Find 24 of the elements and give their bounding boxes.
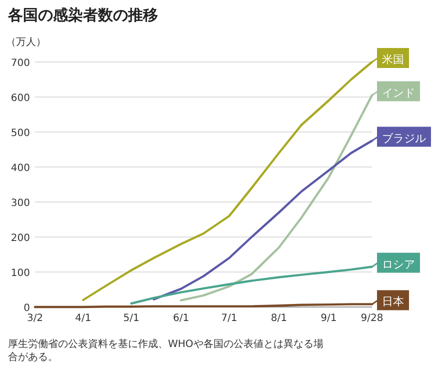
y-tick-label: 100 bbox=[10, 268, 30, 279]
y-tick-label: 600 bbox=[10, 93, 30, 104]
legend-label: 米国 bbox=[382, 53, 404, 66]
x-tick-label: 8/1 bbox=[270, 313, 287, 324]
chart-title: 各国の感染者数の推移 bbox=[7, 6, 158, 24]
x-tick-label: 4/1 bbox=[75, 313, 92, 324]
legend-label: インド bbox=[382, 86, 415, 100]
legend-label: ロシア bbox=[382, 258, 415, 271]
y-tick-label: 300 bbox=[10, 198, 30, 209]
x-tick-label: 7/1 bbox=[221, 313, 238, 324]
x-tick-label: 9/1 bbox=[320, 313, 337, 324]
text: 厚生労働省の公表資料を基に作成、WHOや各国の公表値とは異なる場合がある。 bbox=[8, 338, 324, 364]
y-tick-label: 0 bbox=[24, 303, 30, 314]
y-tick-label: 400 bbox=[10, 163, 30, 174]
y-tick-label: 700 bbox=[10, 58, 30, 69]
x-tick-label: 9/28 bbox=[360, 313, 384, 324]
legend-label: ブラジル bbox=[382, 132, 426, 145]
y-axis-title: （万人） bbox=[6, 37, 46, 48]
y-tick-label: 500 bbox=[10, 128, 30, 139]
x-tick-label: 3/2 bbox=[26, 313, 44, 324]
y-tick-label: 200 bbox=[10, 233, 30, 244]
legend-label: 日本 bbox=[382, 295, 404, 308]
x-tick-label: 5/1 bbox=[123, 313, 140, 324]
x-tick-label: 6/1 bbox=[172, 313, 190, 324]
